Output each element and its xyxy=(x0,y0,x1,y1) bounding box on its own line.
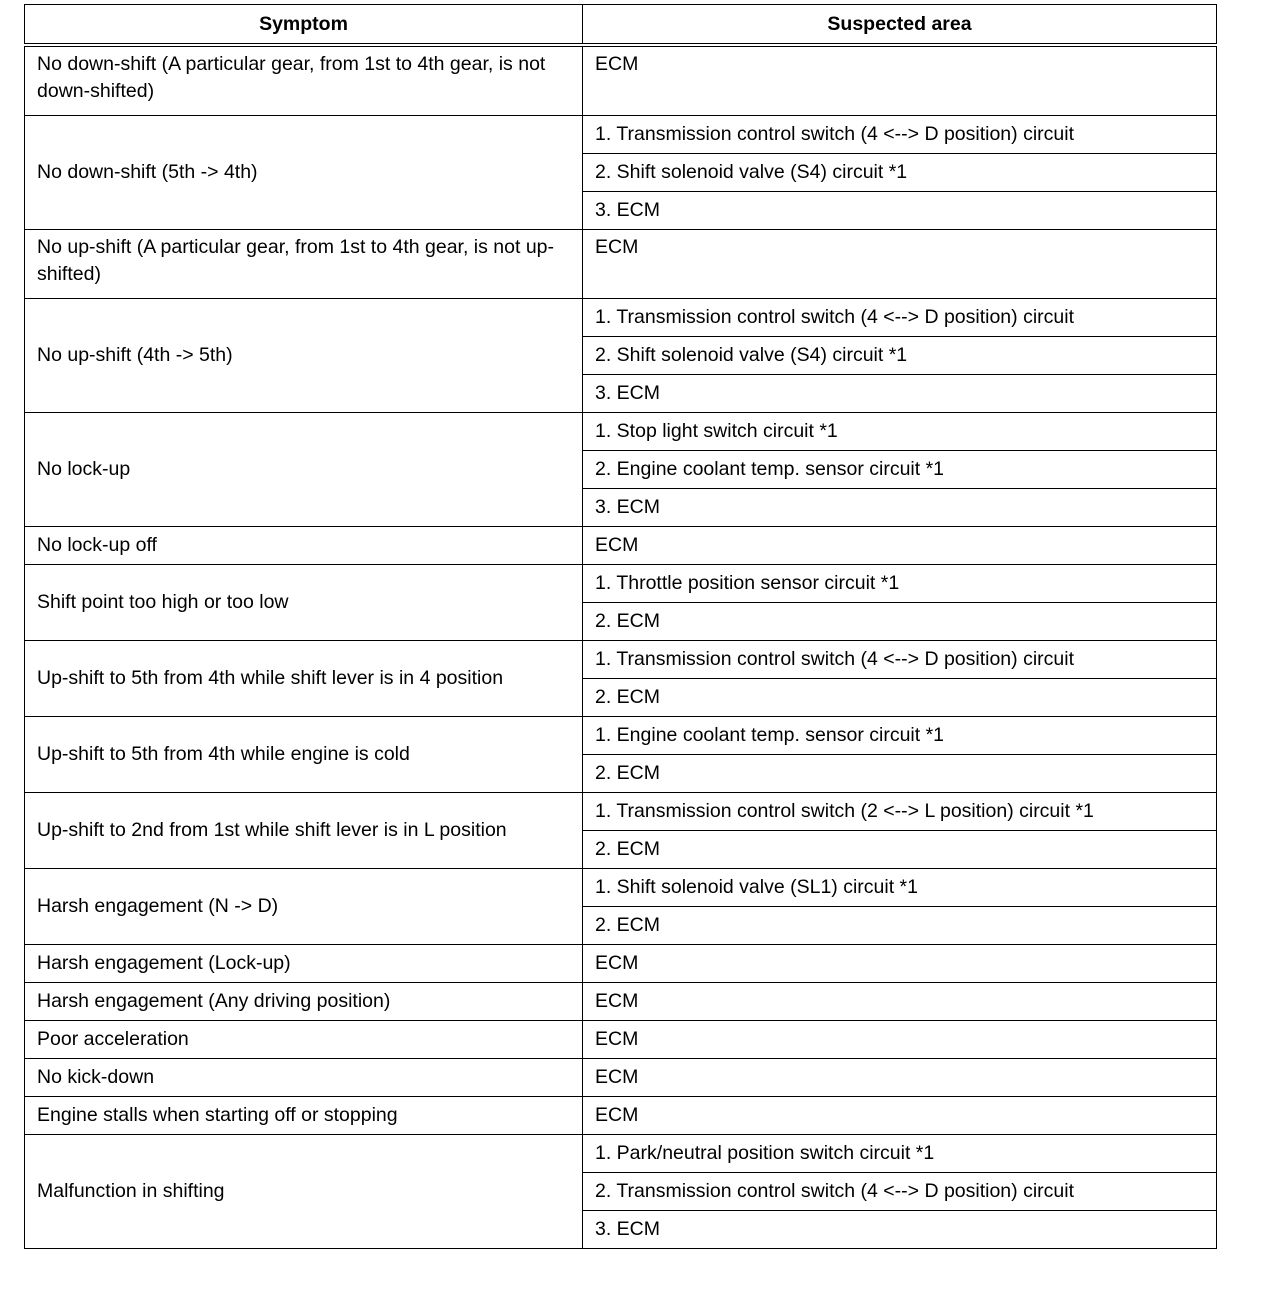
suspected-area-cell: 2. Shift solenoid valve (S4) circuit *1 xyxy=(582,153,1217,192)
table-row: 2. Engine coolant temp. sensor circuit *… xyxy=(25,450,1217,489)
suspected-area-cell: 3. ECM xyxy=(582,374,1217,413)
table-row: No lock-up off ECM xyxy=(24,526,1217,565)
table-row: Up-shift to 5th from 4th while engine is… xyxy=(24,716,1217,793)
suspected-area-header: Suspected area xyxy=(582,4,1217,47)
table-row: No down-shift (5th -> 4th) 1. Transmissio… xyxy=(24,115,1217,230)
symptom-cell: No kick-down xyxy=(24,1058,583,1097)
symptom-cell: Engine stalls when starting off or stopp… xyxy=(24,1096,583,1135)
symptom-cell: No lock-up xyxy=(24,412,583,527)
suspected-area-cell: 2. ECM xyxy=(582,754,1217,793)
suspected-area-cell: 2. Transmission control switch (4 <--> D… xyxy=(582,1172,1217,1211)
suspected-area-cell: ECM xyxy=(582,1096,1217,1135)
suspected-area-cell: ECM xyxy=(582,526,1217,565)
symptom-cell: No down-shift (A particular gear, from 1… xyxy=(24,44,583,116)
table-row: Harsh engagement (Any driving position) E… xyxy=(24,982,1217,1021)
table-row: No up-shift (4th -> 5th) 1. Transmission … xyxy=(24,298,1217,413)
symptom-cell: Up-shift to 5th from 4th while shift lev… xyxy=(24,640,583,717)
symptom-cell: Harsh engagement (Any driving position) xyxy=(24,982,583,1021)
table-row: 2. ECM xyxy=(25,906,1217,945)
table-row: Shift point too high or too low 1. Thrott… xyxy=(24,564,1217,641)
table-row: Harsh engagement (Lock-up) ECM xyxy=(24,944,1217,983)
suspected-area-cell: 2. ECM xyxy=(582,830,1217,869)
table-row: 2. Transmission control switch (4 <--> D… xyxy=(25,1172,1217,1211)
suspected-area-cell: 2. ECM xyxy=(582,906,1217,945)
table-row: 2. ECM xyxy=(25,754,1217,793)
table-row: No lock-up 1. Stop light switch circuit *… xyxy=(24,412,1217,527)
table-row: 2. ECM xyxy=(25,678,1217,717)
suspected-area-cell: 2. ECM xyxy=(582,678,1217,717)
table-body: No down-shift (A particular gear, from 1… xyxy=(24,44,1217,1249)
table-row: No down-shift (A particular gear, from 1… xyxy=(24,44,1217,116)
table-row: Engine stalls when starting off or stopp… xyxy=(24,1096,1217,1135)
suspected-area-cell: ECM xyxy=(582,229,1217,299)
table-row: Malfunction in shifting 1. Park/neutral p… xyxy=(24,1134,1217,1249)
suspected-area-cell: 1. Transmission control switch (4 <--> D… xyxy=(582,115,1217,154)
suspected-area-cell: ECM xyxy=(582,982,1217,1021)
symptom-cell: No up-shift (4th -> 5th) xyxy=(24,298,583,413)
suspected-area-cell: ECM xyxy=(582,1020,1217,1059)
table-row: Poor acceleration ECM xyxy=(24,1020,1217,1059)
suspected-area-cell: 1. Transmission control switch (2 <--> L… xyxy=(582,792,1217,831)
symptom-cell: Up-shift to 2nd from 1st while shift lev… xyxy=(24,792,583,869)
suspected-area-cell: ECM xyxy=(582,944,1217,983)
symptom-cell: Poor acceleration xyxy=(24,1020,583,1059)
table-row: 3. ECM xyxy=(25,191,1217,230)
table-row: No kick-down ECM xyxy=(24,1058,1217,1097)
suspected-area-cell: 2. Engine coolant temp. sensor circuit *… xyxy=(582,450,1217,489)
symptom-cell: Up-shift to 5th from 4th while engine is… xyxy=(24,716,583,793)
suspected-area-cell: 3. ECM xyxy=(582,488,1217,527)
table-row: Harsh engagement (N -> D) 1. Shift soleno… xyxy=(24,868,1217,945)
table-row: 3. ECM xyxy=(25,374,1217,413)
suspected-area-cell: 1. Park/neutral position switch circuit … xyxy=(582,1134,1217,1173)
suspected-area-cell: 1. Shift solenoid valve (SL1) circuit *1 xyxy=(582,868,1217,907)
symptom-cell: No up-shift (A particular gear, from 1st… xyxy=(24,229,583,299)
suspected-area-cell: 3. ECM xyxy=(582,1210,1217,1249)
suspected-area-cell: ECM xyxy=(582,1058,1217,1097)
table-row: 3. ECM xyxy=(25,1210,1217,1249)
symptom-cell: No down-shift (5th -> 4th) xyxy=(24,115,583,230)
symptom-table: Symptom Suspected area No down-shift (A … xyxy=(24,4,1217,1249)
suspected-area-cell: 1. Transmission control switch (4 <--> D… xyxy=(582,298,1217,337)
suspected-area-cell: 1. Stop light switch circuit *1 xyxy=(582,412,1217,451)
table-row: No up-shift (A particular gear, from 1st… xyxy=(24,229,1217,299)
suspected-area-cell: 1. Throttle position sensor circuit *1 xyxy=(582,564,1217,603)
symptom-cell: Harsh engagement (N -> D) xyxy=(24,868,583,945)
suspected-area-cell: 3. ECM xyxy=(582,191,1217,230)
table-row: 2. ECM xyxy=(25,830,1217,869)
symptom-header: Symptom xyxy=(24,4,583,47)
table-row: Up-shift to 5th from 4th while shift lev… xyxy=(24,640,1217,717)
suspected-area-cell: 2. ECM xyxy=(582,602,1217,641)
suspected-area-cell: 2. Shift solenoid valve (S4) circuit *1 xyxy=(582,336,1217,375)
symptom-cell: Harsh engagement (Lock-up) xyxy=(24,944,583,983)
symptom-cell: No lock-up off xyxy=(24,526,583,565)
table-row: Up-shift to 2nd from 1st while shift lev… xyxy=(24,792,1217,869)
symptom-cell: Shift point too high or too low xyxy=(24,564,583,641)
suspected-area-cell: 1. Transmission control switch (4 <--> D… xyxy=(582,640,1217,679)
header-row: Symptom Suspected area xyxy=(24,4,1217,47)
symptom-cell: Malfunction in shifting xyxy=(24,1134,583,1249)
suspected-area-cell: 1. Engine coolant temp. sensor circuit *… xyxy=(582,716,1217,755)
table-row: 2. ECM xyxy=(25,602,1217,641)
suspected-area-cell: ECM xyxy=(582,44,1217,116)
table-row: 2. Shift solenoid valve (S4) circuit *1 xyxy=(25,153,1217,192)
